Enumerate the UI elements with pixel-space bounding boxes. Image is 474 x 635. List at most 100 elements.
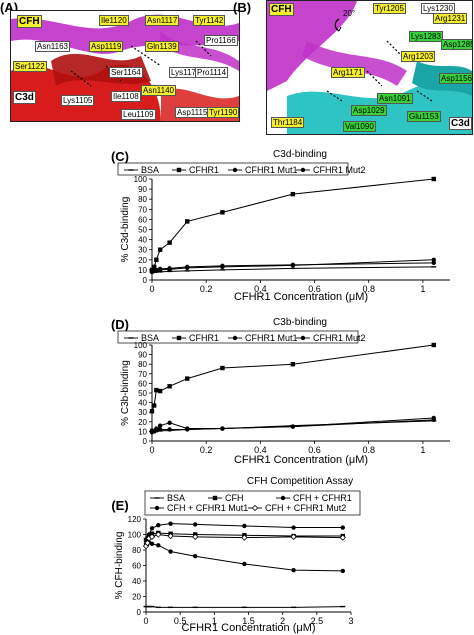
y-tick-label: 100 [128, 531, 142, 540]
panel-b-structure: 20° CFH Tyr1205 Lys1230 Arg1231 Lys1283 Asp12… [266, 0, 473, 135]
panel-a-residue-label: Ser1164 [109, 67, 143, 78]
panel-b-residue-label: Arg1231 [433, 13, 468, 24]
chart-c: (C) C3d-binding BSA CFHR1 CFHR1 Mut1 CFHR1 Mu… [0, 147, 474, 305]
data-point [151, 403, 157, 408]
x-tick-label: 0.8 [362, 284, 375, 294]
data-point [156, 523, 161, 528]
legend-entry: CFHR1 Mut1 [245, 333, 298, 343]
x-tick-label: 1 [212, 616, 217, 626]
series-line [151, 344, 434, 412]
chart-c-svg: (C) C3d-binding BSA CFHR1 CFHR1 Mut1 CFHR1 Mu… [111, 149, 450, 303]
data-point [242, 561, 247, 567]
data-point [151, 264, 157, 270]
legend-entry: CFHR1 [189, 165, 219, 175]
data-point [290, 424, 296, 429]
x-tick-label: 0.8 [362, 445, 375, 455]
y-tick-label: 50 [138, 389, 147, 398]
data-point [291, 525, 296, 530]
y-tick-label: 80 [138, 195, 147, 204]
panel-b-residue-label: Asp1285 [441, 39, 472, 50]
panel-a-residue-label: Asn1117 [145, 15, 180, 26]
legend-entry: CFH + CFHR1 [293, 493, 352, 503]
data-point [167, 384, 172, 389]
panel-b-residue-label: Asp1029 [351, 105, 387, 116]
y-tick-label: 80 [138, 360, 147, 369]
panel-b-residue-label: Glu1153 [407, 111, 441, 122]
data-point [431, 176, 436, 182]
panel-b-residue-label: Asn1091 [377, 93, 413, 104]
y-tick-label: 10 [138, 266, 147, 275]
data-point [193, 554, 198, 559]
y-tick-label: 40 [138, 236, 147, 245]
data-point [167, 266, 172, 271]
data-point [157, 423, 163, 428]
data-point [157, 427, 163, 432]
y-tick-label: 40 [132, 577, 141, 586]
x-tick-label: 2 [280, 616, 285, 626]
panel-b-residue-label: Arg1171 [331, 67, 365, 78]
data-point [185, 264, 190, 270]
y-tick-label: 0 [143, 437, 148, 446]
y-tick-label: 60 [138, 215, 147, 224]
data-point [167, 532, 174, 540]
x-tick-label: 0.6 [308, 284, 321, 294]
y-tick-label: 70 [138, 370, 147, 379]
y-tick-label: 20 [132, 593, 141, 602]
panel-a-residue-label: Pro1114 [195, 67, 229, 78]
data-point [220, 365, 225, 371]
panel-a-residue-label: Ser1122 [13, 61, 47, 72]
data-point [154, 257, 159, 262]
x-tick-label: 0.2 [200, 284, 213, 294]
legend-marker [280, 495, 286, 501]
panel-a-residue-label: C3d [13, 91, 36, 104]
chart-title: C3d-binding [273, 149, 327, 160]
x-axis-label: CFHR1 Concentration (μM) [234, 291, 368, 303]
panel-b-residue-label: Asp1156 [439, 73, 472, 84]
panel-b-residue-label: Tyr1205 [373, 3, 406, 14]
data-point [185, 219, 190, 224]
panel-label: (C) [111, 149, 129, 164]
panel-a-residue-label: Ile1120 [99, 15, 129, 26]
y-tick-label: 30 [138, 408, 147, 417]
panel-label: (E) [111, 498, 128, 513]
panel-b-residue-label: Val1090 [343, 121, 376, 132]
x-tick-label: 0.6 [308, 445, 321, 455]
y-tick-label: 50 [138, 226, 147, 235]
legend-marker [176, 335, 182, 341]
panel-a-residue-label: Pro1166 [204, 35, 238, 46]
panel-a-residue-label: Asn1140 [141, 85, 176, 96]
legend-marker [176, 167, 182, 173]
legend-box [144, 490, 361, 516]
rotation-label: 20° [343, 9, 356, 18]
y-tick-label: 20 [138, 418, 147, 427]
legend-box [117, 162, 349, 176]
x-tick-label: 0 [149, 284, 154, 294]
x-tick-label: 0.2 [200, 445, 213, 455]
x-axis-label: CFHR1 Concentration (μM) [181, 622, 315, 634]
legend-marker [232, 335, 238, 341]
panel-a-residue-label: CFH [17, 15, 42, 28]
panel-a-residue-label: Lys1105 [61, 95, 95, 106]
panel-b-label: (B) [233, 0, 252, 15]
data-point [339, 534, 346, 541]
data-point [220, 263, 225, 269]
legend-marker [300, 335, 306, 341]
panel-b-residue-label: CFH [269, 3, 294, 16]
data-point [149, 541, 155, 546]
data-point [156, 543, 161, 548]
data-point [149, 526, 155, 531]
y-tick-label: 0 [137, 608, 142, 617]
x-tick-label: 0.4 [254, 284, 267, 294]
data-point [220, 426, 225, 431]
panel-b-residue-label: C3d [449, 117, 472, 130]
x-tick-label: 1.5 [242, 616, 255, 626]
panel-label: (D) [111, 317, 129, 332]
x-tick-label: 0.4 [254, 445, 267, 455]
x-tick-label: 1 [420, 445, 425, 455]
data-point [167, 420, 172, 425]
data-point [340, 568, 345, 574]
panel-b-residue-label: Thr1184 [271, 117, 305, 128]
series-line [145, 541, 343, 572]
data-point [291, 567, 296, 573]
data-point [185, 427, 190, 432]
